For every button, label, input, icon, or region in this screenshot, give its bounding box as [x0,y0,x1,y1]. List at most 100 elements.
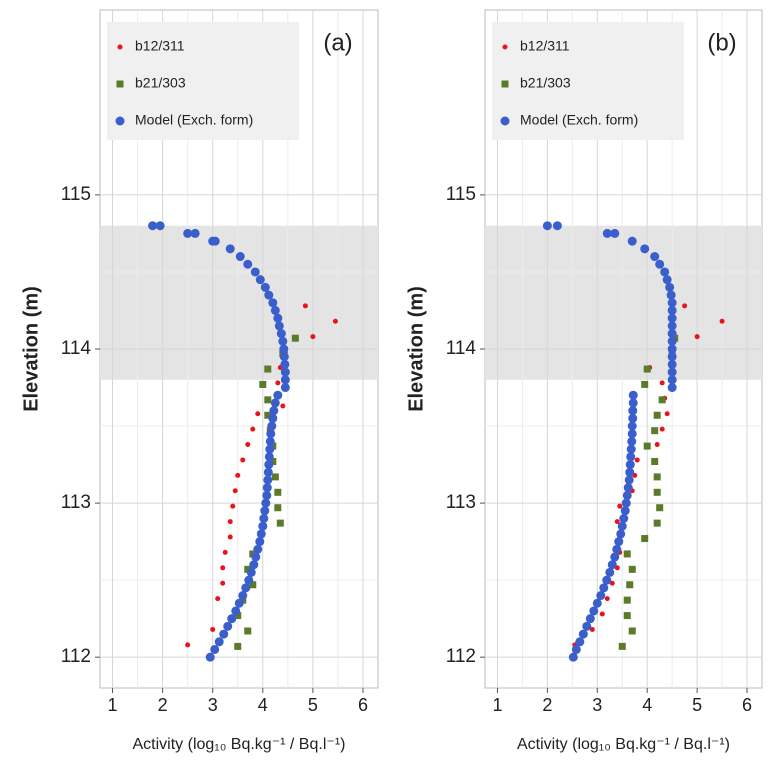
point [302,303,308,309]
point [220,580,226,586]
point [667,321,677,331]
point [627,436,637,446]
legend-label: b21/303 [135,75,186,91]
point [641,380,649,388]
x-tick-label: 5 [692,695,702,715]
point [589,626,595,632]
point [640,244,650,254]
point [617,503,623,509]
point [619,514,629,523]
point [271,473,279,481]
y-axis-title: Elevation (m) [405,286,427,412]
y-tick-label: 112 [61,646,91,667]
point [596,591,606,601]
point [625,460,635,470]
point [259,514,269,523]
y-tick-label: 114 [446,338,477,359]
point [266,429,276,439]
point [620,506,630,516]
x-tick-label: 2 [542,695,552,715]
point [628,390,638,400]
point [227,614,237,624]
point [719,318,725,324]
point [279,352,289,362]
point [269,457,277,465]
point [264,396,272,404]
point [205,652,215,662]
point [621,498,631,508]
point [502,44,508,50]
point [264,460,274,470]
y-tick-label: 113 [446,492,476,513]
point [575,637,585,647]
point [667,383,677,393]
point [273,313,283,323]
point [624,475,634,485]
legend-label: b21/303 [520,75,571,91]
point [264,452,274,462]
point [622,490,632,500]
point [190,228,200,238]
panel: 1 2 3 4 5 6 112 113 114 115 Activity (log₁₀ Bq.kg⁻… [405,9,763,753]
point [628,406,638,416]
x-tick-label: 3 [592,695,602,715]
point [210,626,216,632]
point [235,472,241,478]
point [268,298,278,308]
legend-label: b12/311 [520,38,570,54]
point [270,305,280,315]
point [222,549,228,555]
point [280,359,290,369]
point [641,535,649,543]
shaded-band [100,225,378,380]
point [607,560,617,570]
point [552,221,562,231]
point [614,519,620,525]
point [148,221,158,231]
point [234,598,244,608]
point [609,580,615,586]
point [694,334,700,340]
point [115,116,125,126]
point [273,390,283,400]
point [589,606,599,616]
point [263,467,273,477]
point [276,519,284,527]
point [280,403,286,409]
point [667,313,677,323]
point [274,488,282,496]
point [612,544,622,554]
point [623,596,631,604]
point [582,621,592,631]
y-tick-label: 115 [61,184,91,205]
point [231,606,241,616]
point [656,504,664,512]
point [617,521,627,531]
point [623,550,631,558]
point [240,457,246,463]
point [578,629,588,639]
x-axis-title: Activity (log₁₀ Bq.kg⁻¹ / Bq.l⁻¹) [133,736,346,753]
point [667,352,677,362]
point [658,396,666,404]
point [667,344,677,354]
point [650,252,660,262]
point [653,473,661,481]
point [604,596,610,602]
point [234,642,242,650]
point [667,298,677,308]
point [225,244,235,254]
x-tick-label: 3 [208,695,218,715]
point [659,426,665,432]
point [627,236,637,246]
point [662,275,672,285]
point [280,367,290,377]
point [605,567,615,577]
point [256,529,266,539]
point [249,560,259,570]
point [500,116,510,126]
point [660,267,670,277]
point [274,504,282,512]
x-tick-label: 5 [308,695,318,715]
